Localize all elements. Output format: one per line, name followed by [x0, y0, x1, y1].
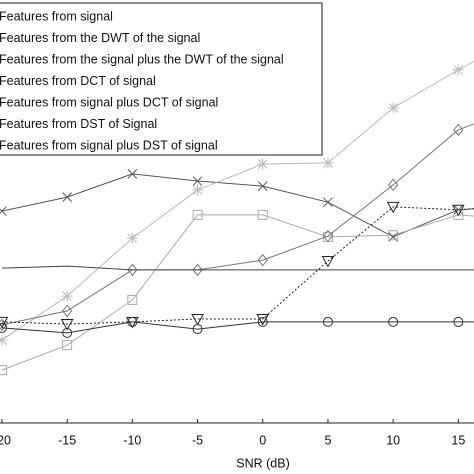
- data-point: [127, 316, 138, 327]
- data-point: [453, 209, 464, 220]
- legend-label: Features from signal: [0, 9, 113, 23]
- data-point: [321, 255, 335, 268]
- data-point: [127, 168, 138, 179]
- data-point: [388, 178, 399, 192]
- legend-label: Features from the DWT of the signal: [0, 31, 200, 45]
- data-point: [453, 204, 464, 215]
- data-point: [0, 334, 8, 346]
- series-line: [1, 123, 474, 326]
- data-point: [257, 209, 268, 220]
- legend-box: [0, 2, 323, 156]
- data-point: [60, 319, 74, 331]
- legend-label: Features from DCT of signal: [0, 74, 156, 88]
- series-line: [1, 206, 474, 325]
- plot-area: [0, 60, 474, 376]
- data-point: [257, 158, 269, 170]
- data-point: [192, 324, 203, 335]
- x-tick-label: 10: [386, 433, 400, 447]
- data-point: [0, 206, 7, 216]
- data-point: [453, 316, 464, 327]
- x-tick-label: 0: [259, 433, 266, 447]
- data-point: [192, 184, 204, 196]
- x-tick-label: -15: [58, 433, 76, 447]
- legend: Features from signal Features from the DW…: [0, 2, 323, 156]
- data-point: [127, 263, 138, 277]
- data-point: [323, 197, 333, 208]
- data-point: [452, 64, 464, 76]
- data-point: [192, 209, 203, 220]
- legend-label: Features from signal plus DST of signal: [0, 138, 218, 152]
- data-point: [257, 181, 268, 191]
- x-tick-label: -20: [0, 433, 11, 447]
- data-point: [388, 230, 399, 241]
- data-point: [192, 263, 203, 277]
- series-line: [1, 214, 474, 371]
- data-point: [126, 232, 138, 244]
- series-line: [1, 321, 474, 334]
- data-point: [192, 176, 203, 186]
- data-point: [62, 192, 73, 202]
- x-tick-label: 15: [451, 433, 465, 447]
- legend-label: Features from the signal plus the DWT of…: [0, 52, 284, 66]
- data-point: [0, 365, 7, 376]
- data-point: [0, 316, 9, 329]
- data-point: [256, 313, 270, 326]
- x-axis-label: SNR (dB): [236, 456, 289, 470]
- data-point: [127, 294, 138, 305]
- x-tick-label: 5: [324, 433, 331, 447]
- data-point: [62, 304, 73, 318]
- data-point: [257, 253, 268, 267]
- x-tick-label: -10: [123, 433, 141, 447]
- series-line: [1, 173, 474, 238]
- data-point: [62, 327, 73, 338]
- legend-label: Features from signal plus DCT of signal: [0, 95, 218, 109]
- data-point: [388, 316, 399, 327]
- data-point: [61, 290, 73, 302]
- data-point: [452, 204, 465, 217]
- data-point: [453, 123, 464, 137]
- legend-label: Features from DST of Signal: [0, 117, 157, 131]
- data-point: [386, 201, 400, 214]
- data-point: [62, 340, 73, 351]
- data-point: [322, 316, 333, 327]
- data-point: [0, 318, 8, 332]
- data-point: [322, 157, 334, 169]
- data-point: [191, 313, 204, 326]
- data-point: [257, 316, 268, 327]
- series-line: [1, 265, 474, 271]
- data-point: [322, 229, 334, 243]
- data-point: [0, 322, 7, 333]
- x-tick-label: -5: [192, 433, 203, 447]
- data-point: [387, 102, 399, 114]
